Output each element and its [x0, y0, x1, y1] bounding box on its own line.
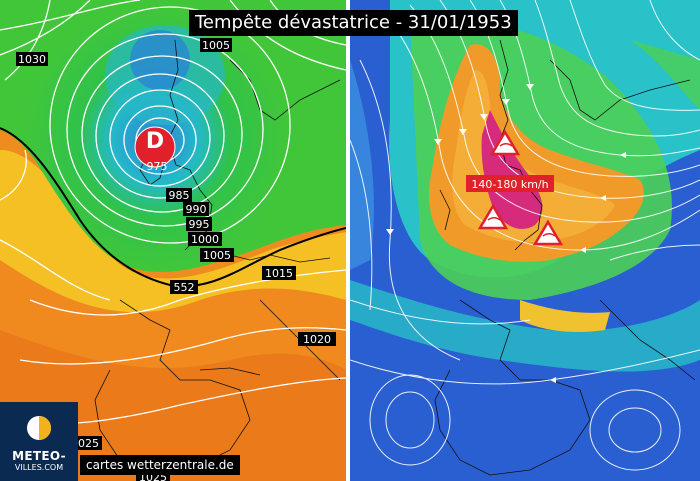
isobar-label: 1020	[303, 333, 331, 346]
wind-warning-triangle-icon	[477, 203, 509, 230]
coastlines	[434, 39, 696, 476]
thickness-552-line	[0, 127, 346, 288]
isobar-label: 990	[186, 203, 207, 216]
source-credit: cartes wetterzentrale.de	[80, 455, 240, 475]
logo-text-line2: VILLES.COM	[14, 463, 64, 472]
wind-warning-triangle-icon	[489, 129, 521, 156]
isobar-labels: 1030 1005 985 990 995 1000 1005 1015 102…	[16, 38, 336, 481]
wind-map-canvas: 140-180 km/h	[350, 0, 700, 481]
depression-letter: D	[146, 129, 164, 154]
moderate-wind-south	[350, 280, 700, 372]
map-title: Tempête dévastatrice - 31/01/1953	[189, 10, 518, 36]
isobar-label: 1025	[139, 471, 167, 481]
isobar-label: 1015	[265, 267, 293, 280]
wind-label-bg	[466, 175, 554, 192]
isobar-label: 1005	[202, 39, 230, 52]
isobar-label: 552	[174, 281, 195, 294]
half-circle-moon-icon	[27, 416, 51, 440]
panel-divider	[346, 0, 350, 481]
wind-warning-triangle-icon	[532, 219, 564, 246]
wind-patch-south	[520, 300, 610, 332]
depression-marker	[134, 126, 176, 168]
isobar-label: 1005	[203, 249, 231, 262]
isobar-label: 1000	[191, 233, 219, 246]
isobar-label: 1025	[71, 437, 99, 450]
cold-core-deep	[130, 30, 190, 90]
wind-arrows	[386, 84, 626, 383]
wind-west-edge	[350, 60, 374, 270]
isobar-label: 985	[169, 189, 190, 202]
isobars	[0, 0, 346, 425]
isobar-label: 1030	[18, 53, 46, 66]
logo-text-line1: METEO-	[12, 449, 66, 463]
wind-patch-north-east	[630, 40, 700, 110]
pressure-map-canvas: D 975 1030 1005 985 990 995 1000 1005 10…	[0, 0, 346, 481]
pressure-map: D 975 1030 1005 985 990 995 1000 1005 10…	[0, 0, 346, 481]
wind-streamlines	[350, 0, 700, 471]
depression-pressure: 975	[147, 160, 168, 173]
isobar-label: 995	[189, 218, 210, 231]
wind-speed-label: 140-180 km/h	[471, 178, 548, 191]
meteo-villes-logo: METEO- VILLES.COM	[0, 402, 78, 481]
wind-map: 140-180 km/h	[350, 0, 700, 481]
